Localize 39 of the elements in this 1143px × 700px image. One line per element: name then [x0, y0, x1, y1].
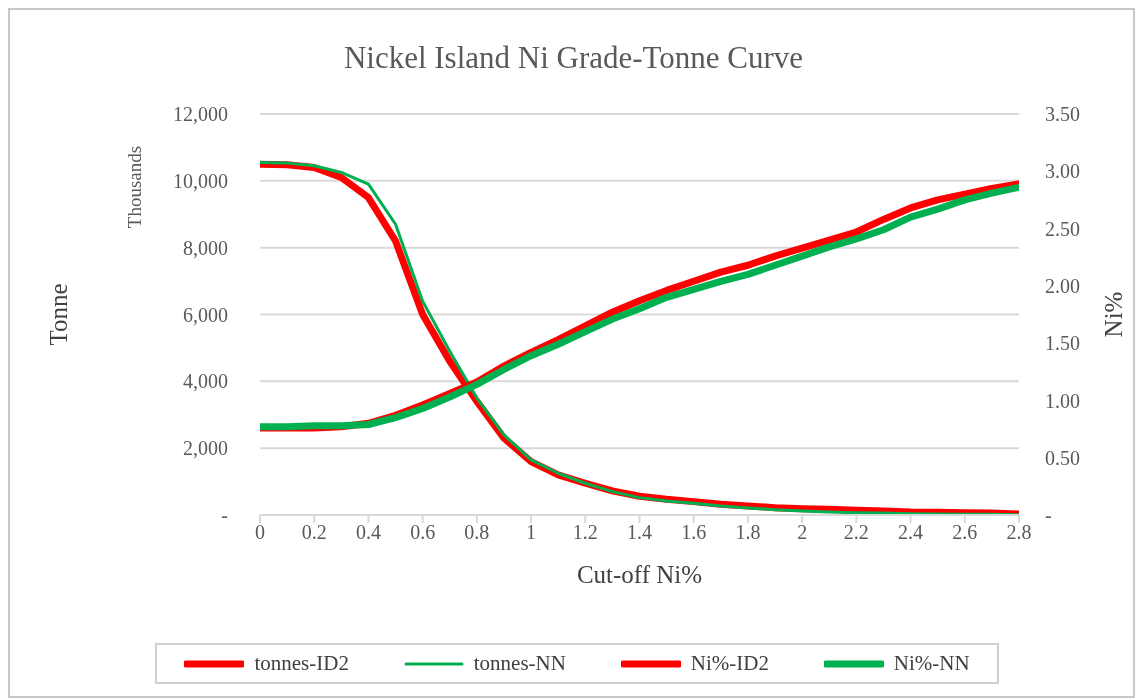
- y-tick-label: 8,000: [183, 236, 228, 259]
- y2-tick-label: 3.00: [1045, 160, 1080, 183]
- y2-tick-label: 3.50: [1045, 103, 1080, 126]
- y-tick-label: 12,000: [173, 103, 228, 126]
- legend-label: tonnes-ID2: [253, 651, 349, 676]
- x-tick-label: 1: [526, 521, 537, 544]
- y2-tick-label: 2.50: [1045, 217, 1080, 240]
- x-tick-label: 2.8: [1006, 521, 1032, 544]
- text: Thousands: [124, 144, 146, 231]
- x-tick-label: 0: [255, 521, 265, 544]
- x-tick-label: 1.8: [735, 521, 761, 544]
- x-tick-label: 0.8: [464, 521, 490, 544]
- x-tick-label: 2: [797, 521, 808, 544]
- x-tick-label: 0.4: [355, 521, 381, 544]
- legend-label: Ni%-ID2: [689, 651, 769, 676]
- x-tick-label: 0.2: [301, 521, 327, 544]
- x-tick-label: 1.2: [572, 521, 598, 544]
- legend-label: Ni%-NN: [892, 651, 970, 676]
- x-tick-label: 2.2: [843, 521, 869, 544]
- x-tick-label: 0.6: [410, 521, 436, 544]
- legend-label: tonnes-NN: [472, 651, 566, 676]
- y2-tick-label: 1.00: [1045, 389, 1080, 412]
- chart-title: Nickel Island Ni Grade-Tonne Curve: [342, 40, 805, 76]
- y2-axis-title: Ni%: [1099, 291, 1127, 338]
- y2-tick-label: 0.50: [1045, 446, 1080, 469]
- y-tick-label: 4,000: [183, 370, 228, 393]
- y-tick-label: 2,000: [183, 437, 228, 460]
- y2-tick-label: -: [1045, 504, 1052, 527]
- y-tick-label: 6,000: [183, 303, 228, 326]
- x-tick-label: 2.6: [952, 521, 978, 544]
- x-tick-label: 1.6: [681, 521, 707, 544]
- x-axis-title: Cut-off Ni%: [576, 560, 703, 588]
- y-axis-title: Tonne: [44, 283, 72, 346]
- x-tick-label: 1.4: [627, 521, 652, 544]
- y2-tick-label: 2.00: [1045, 274, 1080, 297]
- y-tick-label: -: [221, 504, 228, 527]
- x-tick-label: 2.4: [898, 521, 924, 544]
- y-tick-label: 10,000: [173, 169, 228, 192]
- y2-tick-label: 1.50: [1045, 332, 1080, 355]
